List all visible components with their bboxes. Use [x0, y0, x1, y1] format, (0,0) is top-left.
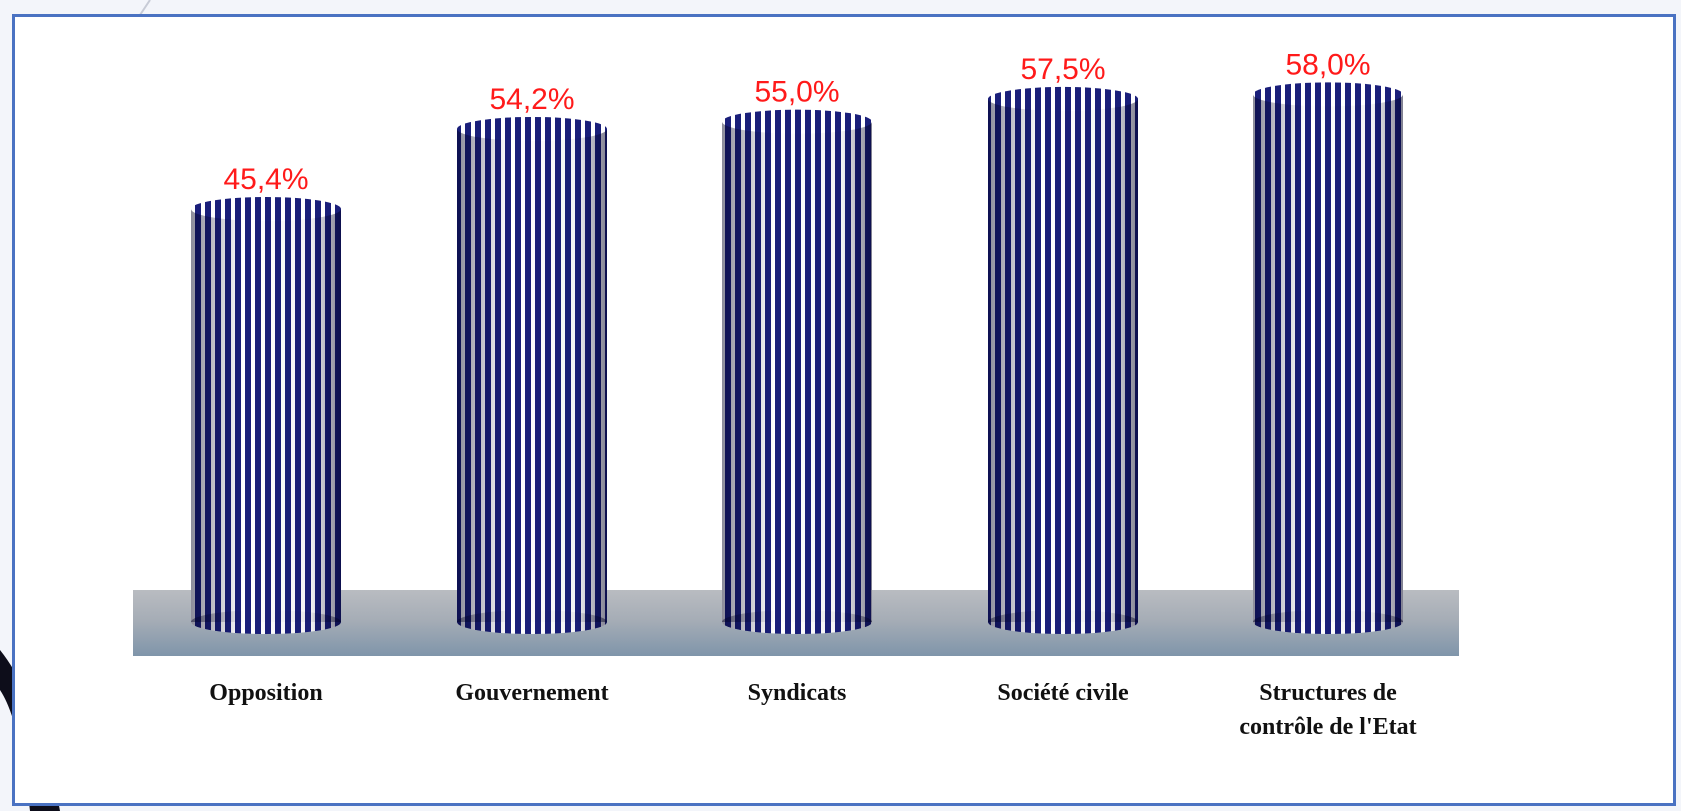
category-label-line: contrôle de l'Etat [1239, 714, 1416, 740]
bar-shading [722, 121, 872, 622]
labels-layer: 45,4% Opposition 54,2% Gouvernement 55,0% Syn… [209, 48, 1416, 740]
category-label-line: Gouvernement [455, 680, 608, 706]
category-label: Syndicats [748, 680, 847, 706]
bar-bottom-shading [457, 610, 607, 634]
bar-2 [457, 116, 607, 634]
category-label-line: Syndicats [748, 680, 847, 706]
bar-top [191, 197, 341, 221]
category-label: Opposition [209, 680, 322, 706]
data-label: 55,0% [754, 76, 839, 109]
bars-layer [191, 82, 1403, 634]
bar-top [457, 116, 607, 141]
chart-frame: 45,4% Opposition 54,2% Gouvernement 55,0% Syn… [12, 14, 1676, 806]
category-label-line: Société civile [997, 680, 1129, 706]
bar-shading [457, 128, 607, 622]
bar-top [1253, 82, 1403, 107]
data-label: 58,0% [1285, 48, 1370, 81]
bar-bottom-shading [191, 610, 341, 634]
data-label: 54,2% [489, 83, 574, 116]
bar-shading [1253, 94, 1403, 623]
bar-4 [988, 86, 1138, 634]
bar-shading [191, 209, 341, 622]
data-label: 57,5% [1020, 53, 1105, 86]
bar-bottom-shading [1253, 610, 1403, 634]
bar-bottom-shading [722, 610, 872, 634]
data-label: 45,4% [223, 163, 308, 196]
category-label-line: Structures de [1259, 680, 1397, 706]
bar-1 [191, 197, 341, 634]
bar-top [988, 86, 1138, 111]
bar-shading [988, 98, 1138, 623]
bar-top [722, 109, 872, 134]
bar-3 [722, 109, 872, 634]
category-label: Société civile [997, 680, 1129, 706]
category-label: Gouvernement [455, 680, 608, 706]
bar-bottom-shading [988, 610, 1138, 634]
bar-5 [1253, 82, 1403, 634]
cylinder-bar-chart: 45,4% Opposition 54,2% Gouvernement 55,0% Syn… [133, 48, 1459, 740]
category-label-line: Opposition [209, 680, 322, 706]
category-label: Structures de contrôle de l'Etat [1239, 680, 1416, 740]
